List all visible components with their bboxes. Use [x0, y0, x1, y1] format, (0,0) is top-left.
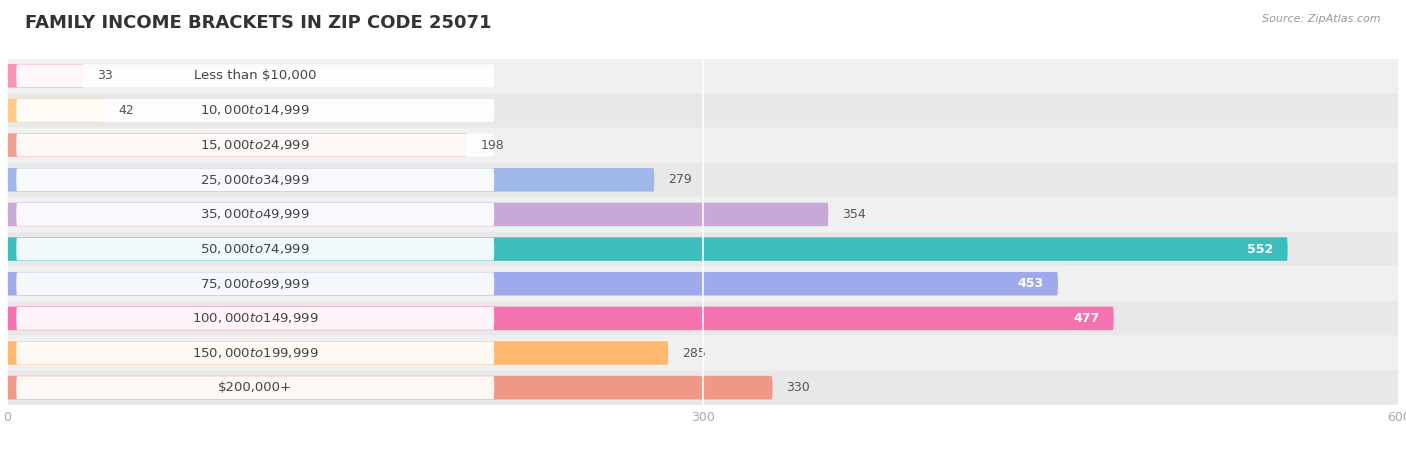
- Text: FAMILY INCOME BRACKETS IN ZIP CODE 25071: FAMILY INCOME BRACKETS IN ZIP CODE 25071: [25, 14, 492, 32]
- FancyBboxPatch shape: [7, 272, 1057, 296]
- Text: $75,000 to $99,999: $75,000 to $99,999: [201, 277, 311, 291]
- Text: $150,000 to $199,999: $150,000 to $199,999: [193, 346, 319, 360]
- Text: 354: 354: [842, 208, 866, 221]
- Text: 198: 198: [481, 139, 503, 152]
- FancyBboxPatch shape: [0, 266, 1406, 301]
- FancyBboxPatch shape: [7, 133, 467, 157]
- Text: $10,000 to $14,999: $10,000 to $14,999: [201, 104, 311, 117]
- FancyBboxPatch shape: [17, 168, 495, 191]
- FancyBboxPatch shape: [0, 301, 1406, 336]
- FancyBboxPatch shape: [17, 203, 495, 226]
- FancyBboxPatch shape: [7, 237, 1288, 261]
- FancyBboxPatch shape: [0, 370, 1406, 405]
- Text: 552: 552: [1247, 243, 1274, 256]
- Text: 279: 279: [668, 173, 692, 186]
- FancyBboxPatch shape: [0, 197, 1406, 232]
- FancyBboxPatch shape: [7, 64, 83, 88]
- Text: $50,000 to $74,999: $50,000 to $74,999: [201, 242, 311, 256]
- FancyBboxPatch shape: [0, 93, 1406, 128]
- Text: Source: ZipAtlas.com: Source: ZipAtlas.com: [1263, 14, 1381, 23]
- FancyBboxPatch shape: [7, 168, 654, 192]
- FancyBboxPatch shape: [17, 376, 495, 399]
- FancyBboxPatch shape: [7, 202, 828, 226]
- FancyBboxPatch shape: [0, 58, 1406, 93]
- Text: $200,000+: $200,000+: [218, 381, 292, 394]
- FancyBboxPatch shape: [0, 336, 1406, 370]
- Text: 33: 33: [97, 69, 114, 82]
- Text: $25,000 to $34,999: $25,000 to $34,999: [201, 173, 311, 187]
- FancyBboxPatch shape: [0, 162, 1406, 197]
- Text: 453: 453: [1018, 277, 1045, 290]
- Text: $100,000 to $149,999: $100,000 to $149,999: [193, 311, 319, 325]
- Text: 477: 477: [1073, 312, 1099, 325]
- FancyBboxPatch shape: [0, 232, 1406, 266]
- FancyBboxPatch shape: [17, 307, 495, 330]
- FancyBboxPatch shape: [17, 272, 495, 295]
- FancyBboxPatch shape: [17, 134, 495, 157]
- Text: 330: 330: [786, 381, 810, 394]
- FancyBboxPatch shape: [7, 99, 104, 122]
- Text: 285: 285: [682, 346, 706, 360]
- FancyBboxPatch shape: [17, 99, 495, 122]
- FancyBboxPatch shape: [0, 128, 1406, 162]
- Text: $15,000 to $24,999: $15,000 to $24,999: [201, 138, 311, 152]
- Text: $35,000 to $49,999: $35,000 to $49,999: [201, 207, 311, 221]
- FancyBboxPatch shape: [17, 238, 495, 261]
- FancyBboxPatch shape: [17, 64, 495, 87]
- Text: Less than $10,000: Less than $10,000: [194, 69, 316, 82]
- FancyBboxPatch shape: [7, 376, 773, 400]
- FancyBboxPatch shape: [7, 306, 1114, 330]
- FancyBboxPatch shape: [17, 342, 495, 365]
- Text: 42: 42: [118, 104, 134, 117]
- FancyBboxPatch shape: [7, 341, 668, 365]
